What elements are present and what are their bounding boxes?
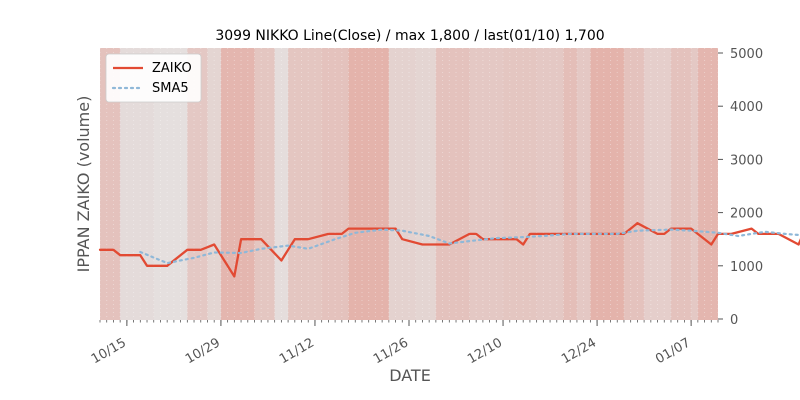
background-band: [590, 48, 624, 320]
x-tick-label: 10/15: [89, 335, 129, 367]
y-axis-title: IPPAN ZAIKO (volume): [74, 96, 93, 273]
x-axis-title: DATE: [389, 366, 431, 385]
background-band: [288, 48, 322, 320]
legend-label-sma5: SMA5: [152, 81, 189, 96]
background-band: [698, 48, 718, 320]
plot-area: [100, 48, 800, 320]
y-tick-label: 5000: [730, 47, 763, 62]
background-band: [436, 48, 470, 320]
background-band: [255, 48, 275, 320]
x-tick-label: 11/12: [277, 335, 317, 367]
x-axis: 10/15 10/29 11/12 11/26 12/10 12/24 01/07: [89, 320, 718, 367]
x-tick-label: 10/29: [183, 335, 223, 367]
background-band: [503, 48, 537, 320]
background-band: [416, 48, 436, 320]
legend-label-zaiko: ZAIKO: [152, 61, 192, 76]
y-tick-label: 4000: [730, 100, 763, 115]
legend: ZAIKO SMA5: [106, 54, 201, 102]
y-tick-label: 0: [730, 313, 738, 328]
y-axis: 0 1000 2000 3000 4000 5000: [718, 47, 763, 328]
background-band: [691, 48, 698, 320]
chart-title: 3099 NIKKO Line(Close) / max 1,800 / las…: [215, 28, 604, 44]
x-tick-label: 12/10: [465, 335, 505, 367]
y-tick-label: 1000: [730, 260, 763, 275]
x-tick-label: 11/26: [371, 335, 411, 367]
x-tick-label: 01/07: [653, 335, 693, 367]
background-band: [624, 48, 644, 320]
y-tick-label: 3000: [730, 153, 763, 168]
y-tick-label: 2000: [730, 207, 763, 222]
x-tick-label: 12/24: [559, 335, 599, 367]
background-band: [221, 48, 255, 320]
background-band: [469, 48, 503, 320]
background-band: [671, 48, 691, 320]
